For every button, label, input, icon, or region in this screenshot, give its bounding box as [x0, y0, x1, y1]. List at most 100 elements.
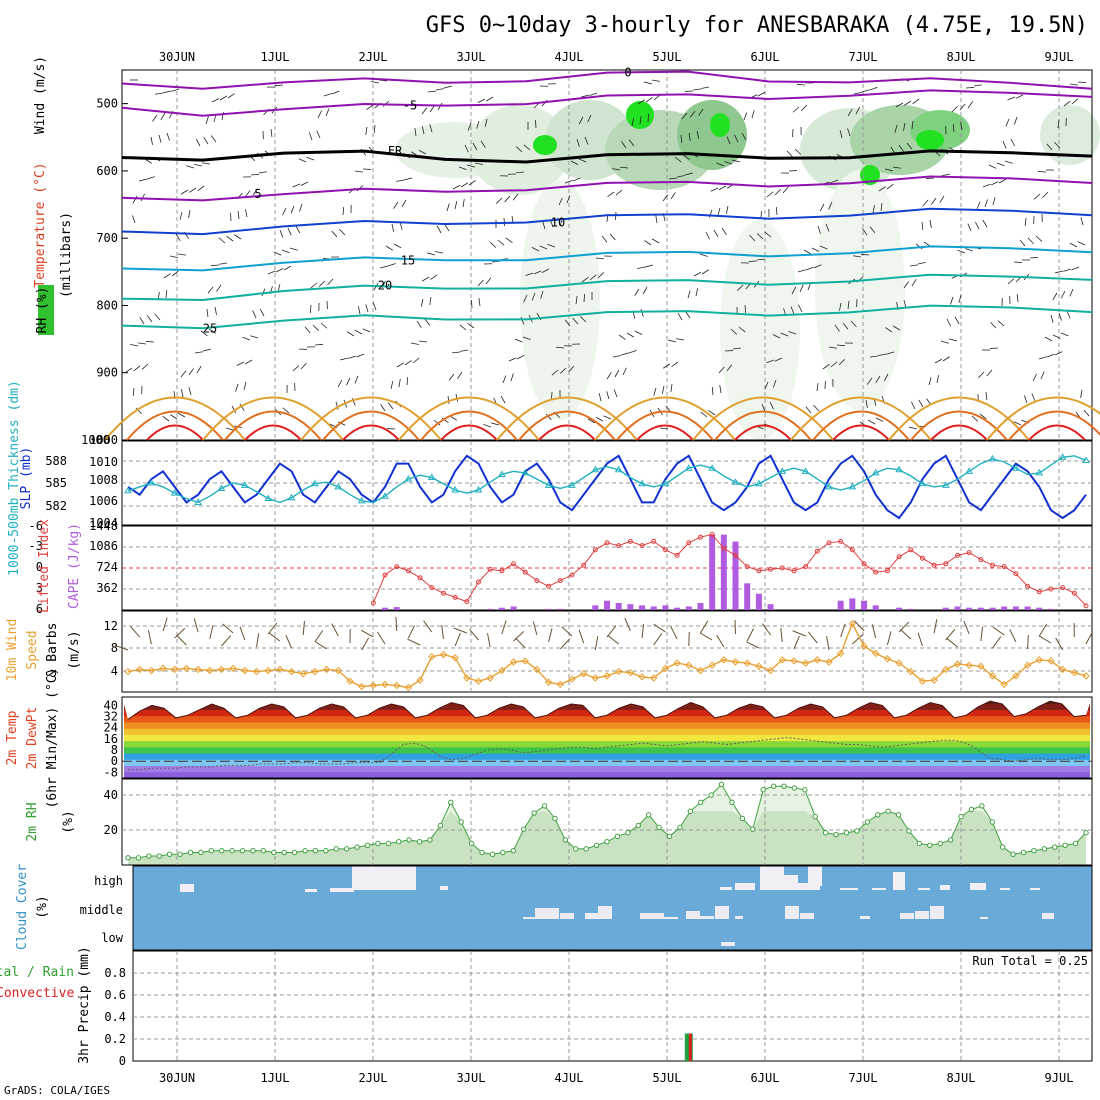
tick-li-3: 3	[36, 581, 43, 595]
wind-barb	[595, 257, 604, 260]
series-line-slp	[127, 454, 1087, 520]
cloud-high-12	[872, 888, 886, 890]
ylabel-2m-dewpt: 2m DewPt	[25, 707, 40, 770]
wind-speed-marker	[334, 666, 343, 675]
wind-barb	[474, 162, 483, 165]
tick-wind-2: 12	[104, 619, 118, 633]
lifted-index-marker	[452, 594, 458, 600]
wind-barb	[427, 90, 436, 93]
wind-barb	[542, 221, 546, 230]
temp-band-2	[124, 759, 1090, 767]
wind-barb	[312, 324, 319, 331]
cape-bar	[545, 608, 552, 610]
wind-barb	[684, 172, 693, 176]
wind-barb	[661, 385, 665, 394]
thickness-marker	[497, 470, 506, 477]
lifted-index-marker	[814, 548, 820, 554]
surface-contour	[594, 396, 736, 441]
wind-barb	[188, 209, 191, 218]
wind-barb	[990, 181, 999, 186]
wind-barb	[1040, 371, 1045, 380]
wind-barb	[181, 389, 184, 398]
wind-barb	[819, 203, 825, 212]
rh-marker	[385, 840, 392, 847]
thickness-marker	[918, 479, 927, 487]
wind-barb	[292, 365, 300, 372]
wind-barb	[894, 124, 898, 133]
lifted-index-marker	[429, 585, 435, 591]
wind-barb	[452, 185, 461, 190]
wind-barb	[203, 137, 209, 145]
temp-band-4	[124, 746, 1090, 754]
wind-speed-marker	[521, 657, 529, 665]
surface-contour	[636, 424, 694, 441]
wind-barb	[516, 171, 525, 174]
wind-barb	[556, 346, 565, 349]
wind-barb	[308, 132, 313, 141]
rh-marker	[875, 812, 881, 818]
wind-barb	[634, 288, 640, 296]
wind-barb	[337, 379, 343, 388]
wind-barb	[177, 253, 186, 256]
rh-marker	[968, 806, 975, 813]
wind-barb	[698, 108, 704, 116]
wind-barb	[483, 424, 492, 428]
surface-wind-barb	[826, 636, 830, 651]
wind-barb	[613, 389, 618, 398]
thickness-marker	[988, 454, 997, 462]
wind-barb	[930, 197, 937, 205]
surface-contour	[146, 424, 204, 441]
wind-barb	[180, 189, 189, 195]
wind-barb	[572, 177, 581, 182]
surface-wind-barb	[594, 636, 599, 651]
tick-cape-1: 724	[96, 560, 118, 574]
cloud-middle-18	[1042, 913, 1054, 919]
wind-barb	[436, 225, 442, 234]
thickness-marker	[871, 468, 880, 476]
surface-wind-barb	[423, 620, 433, 633]
ylabel-wind-speed: Speed	[25, 630, 40, 669]
panel-temp-frame	[121, 696, 1093, 779]
wind-barb	[300, 362, 307, 370]
wind-barb	[289, 247, 298, 251]
ylabel-2m-temp-text-0: 2m Temp	[5, 710, 20, 765]
rh-marker	[458, 819, 464, 825]
wind-barb	[531, 247, 540, 252]
wind-speed-marker	[860, 642, 868, 650]
wind-barb	[163, 90, 172, 94]
surface-wind-barb	[854, 620, 865, 632]
tick-rh-1: 40	[104, 788, 118, 802]
wind-speed-marker	[568, 675, 576, 683]
wind-barb	[244, 190, 251, 198]
wind-barb	[688, 132, 691, 141]
wind-barb	[275, 268, 284, 273]
temp-band-1	[124, 765, 1090, 773]
wind-barb	[942, 173, 951, 177]
wind-barb	[996, 162, 1005, 167]
wind-barb	[645, 96, 653, 103]
cape-bar	[1024, 606, 1031, 610]
thickness-marker	[848, 482, 857, 490]
lifted-index-marker	[1071, 590, 1077, 596]
wind-barb	[603, 415, 612, 420]
wind-barb	[640, 308, 644, 317]
wind-barb	[1024, 395, 1028, 404]
wind-barb	[971, 415, 979, 422]
wind-barb	[751, 110, 755, 119]
wind-barb	[960, 122, 963, 131]
temp-contour-label-4: 10	[551, 216, 565, 230]
wind-barb	[141, 363, 149, 370]
bottom-day-label-7: 7JUL	[849, 1071, 878, 1085]
surface-wind-barb	[513, 631, 525, 642]
wind-speed-marker	[159, 664, 167, 673]
wind-speed-marker	[918, 677, 927, 685]
wind-barb	[516, 355, 525, 360]
wind-barb	[668, 339, 677, 343]
ylabel-2m-dewpt-text-0: 2m DewPt	[25, 707, 40, 770]
wind-barb	[587, 418, 596, 424]
tick-cape-2: 1086	[89, 539, 118, 553]
wind-speed-marker	[1035, 656, 1043, 664]
temp-contour-2	[121, 149, 1093, 164]
ylabel-thickness-text-0: 1000-500mb Thickness (dm)	[7, 380, 22, 576]
